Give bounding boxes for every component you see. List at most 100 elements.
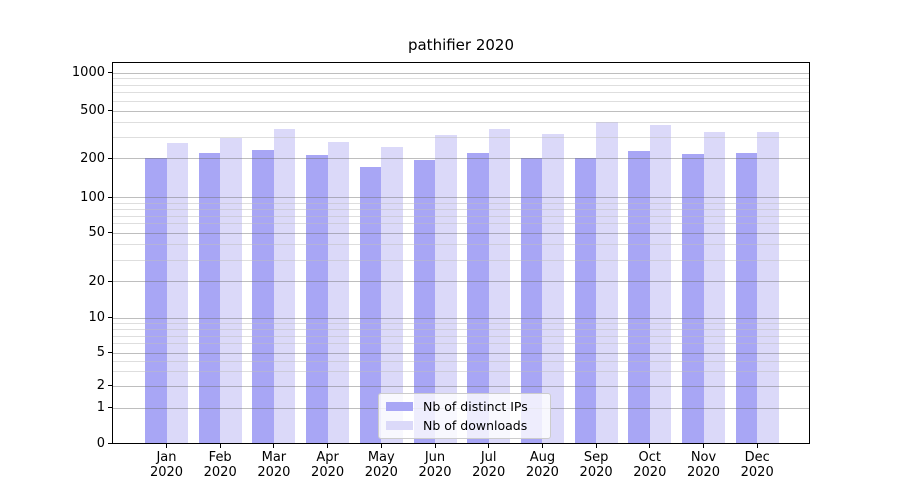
y-tick-label: 2	[96, 378, 105, 393]
gridline-major	[113, 110, 809, 112]
gridline-major	[113, 385, 809, 387]
x-tick-mark	[756, 444, 758, 448]
y-tick-label: 500	[80, 103, 105, 119]
x-tick-label: Jul 2020	[472, 450, 506, 480]
x-tick-label: Feb 2020	[203, 450, 237, 480]
x-tick-label: Sep 2020	[579, 450, 613, 480]
gridline-major	[113, 232, 809, 234]
legend-swatch-distinct-ips	[386, 402, 413, 411]
legend: Nb of distinct IPs Nb of downloads	[378, 393, 551, 439]
bar-distinct-ips	[198, 152, 221, 443]
y-tick-label: 100	[80, 189, 105, 205]
legend-item-distinct-ips: Nb of distinct IPs	[386, 399, 550, 414]
gridline-minor	[113, 328, 809, 330]
y-tick-mark	[108, 352, 112, 354]
y-tick-mark	[108, 280, 112, 282]
gridline-major	[113, 281, 809, 282]
gridline-minor	[113, 370, 809, 372]
x-tick-mark	[703, 444, 704, 448]
gridline-minor	[113, 84, 809, 86]
bar-distinct-ips	[574, 158, 597, 443]
y-tick-mark	[108, 442, 112, 444]
x-tick-label: Jan 2020	[149, 450, 184, 480]
gridline-minor	[113, 100, 809, 102]
legend-item-downloads: Nb of downloads	[386, 418, 550, 433]
x-tick-mark	[434, 444, 436, 448]
legend-label-distinct-ips: Nb of distinct IPs	[423, 399, 528, 414]
bar-distinct-ips	[306, 155, 328, 443]
x-tick-mark	[219, 444, 221, 448]
x-tick-label: Apr 2020	[311, 450, 345, 480]
y-tick-mark	[108, 317, 112, 319]
x-tick-mark	[166, 444, 167, 448]
x-tick-mark	[649, 444, 651, 448]
gridline-minor	[113, 259, 809, 261]
y-tick-label: 200	[80, 150, 105, 166]
x-tick-mark	[327, 444, 329, 448]
x-tick-label: Mar 2020	[257, 450, 291, 480]
gridline-minor	[113, 360, 809, 362]
gridline-minor	[113, 215, 809, 217]
gridline-minor	[113, 78, 809, 80]
x-tick-label: May 2020	[364, 450, 398, 480]
bar-distinct-ips	[682, 154, 704, 443]
gridline-minor	[113, 137, 809, 139]
legend-swatch-downloads	[386, 421, 413, 430]
gridline-minor	[113, 323, 809, 325]
bar-distinct-ips	[467, 152, 489, 443]
bar-downloads	[757, 131, 779, 443]
y-tick-mark	[108, 232, 112, 234]
y-tick-label: 50	[88, 225, 105, 241]
bar-distinct-ips	[628, 151, 650, 443]
gridline-minor	[113, 122, 809, 124]
y-tick-label: 1	[96, 400, 105, 416]
bar-downloads	[596, 122, 618, 443]
y-tick-mark	[108, 196, 112, 198]
gridline-minor	[113, 223, 809, 225]
gridline-minor	[113, 343, 809, 345]
x-tick-mark	[380, 444, 382, 448]
bar-downloads	[703, 132, 725, 443]
x-tick-mark	[488, 444, 490, 448]
y-tick-mark	[108, 407, 112, 409]
y-tick-label: 5	[96, 345, 105, 361]
y-tick-label: 10	[88, 310, 105, 326]
bar-downloads	[327, 141, 350, 443]
gridline-minor	[113, 208, 809, 210]
y-tick-label: 0	[96, 435, 105, 451]
bar-distinct-ips	[145, 158, 167, 443]
x-tick-label: Oct 2020	[633, 450, 667, 480]
y-tick-label: 1000	[71, 65, 105, 81]
gridline-major	[113, 352, 809, 354]
chart-title: pathifier 2020	[407, 36, 515, 54]
bar-downloads	[220, 138, 242, 443]
bar-downloads	[649, 124, 672, 443]
bar-downloads	[166, 143, 188, 443]
plot-area	[112, 62, 810, 444]
gridline-major	[113, 197, 809, 199]
gridline-minor	[113, 202, 809, 204]
bar-distinct-ips	[735, 153, 758, 443]
legend-label-downloads: Nb of downloads	[423, 418, 528, 433]
bar-distinct-ips	[413, 160, 435, 443]
x-tick-label: Aug 2020	[525, 450, 559, 480]
y-tick-mark	[108, 385, 112, 386]
bar-downloads	[381, 146, 403, 443]
x-tick-label: Nov 2020	[686, 450, 721, 480]
gridline-major	[113, 72, 809, 74]
x-tick-mark	[595, 444, 597, 448]
gridline-minor	[113, 92, 809, 94]
y-tick-mark	[108, 110, 112, 112]
y-tick-label: 20	[88, 273, 105, 289]
bar-downloads	[542, 133, 564, 443]
gridline-major	[113, 317, 809, 319]
x-tick-mark	[273, 444, 275, 448]
gridline-minor	[113, 335, 809, 337]
gridline-minor	[113, 244, 809, 246]
bar-distinct-ips	[359, 166, 382, 443]
bar-downloads	[273, 129, 296, 443]
x-tick-label: Jun 2020	[418, 450, 452, 480]
x-tick-mark	[541, 444, 543, 448]
bar-distinct-ips	[252, 149, 274, 443]
